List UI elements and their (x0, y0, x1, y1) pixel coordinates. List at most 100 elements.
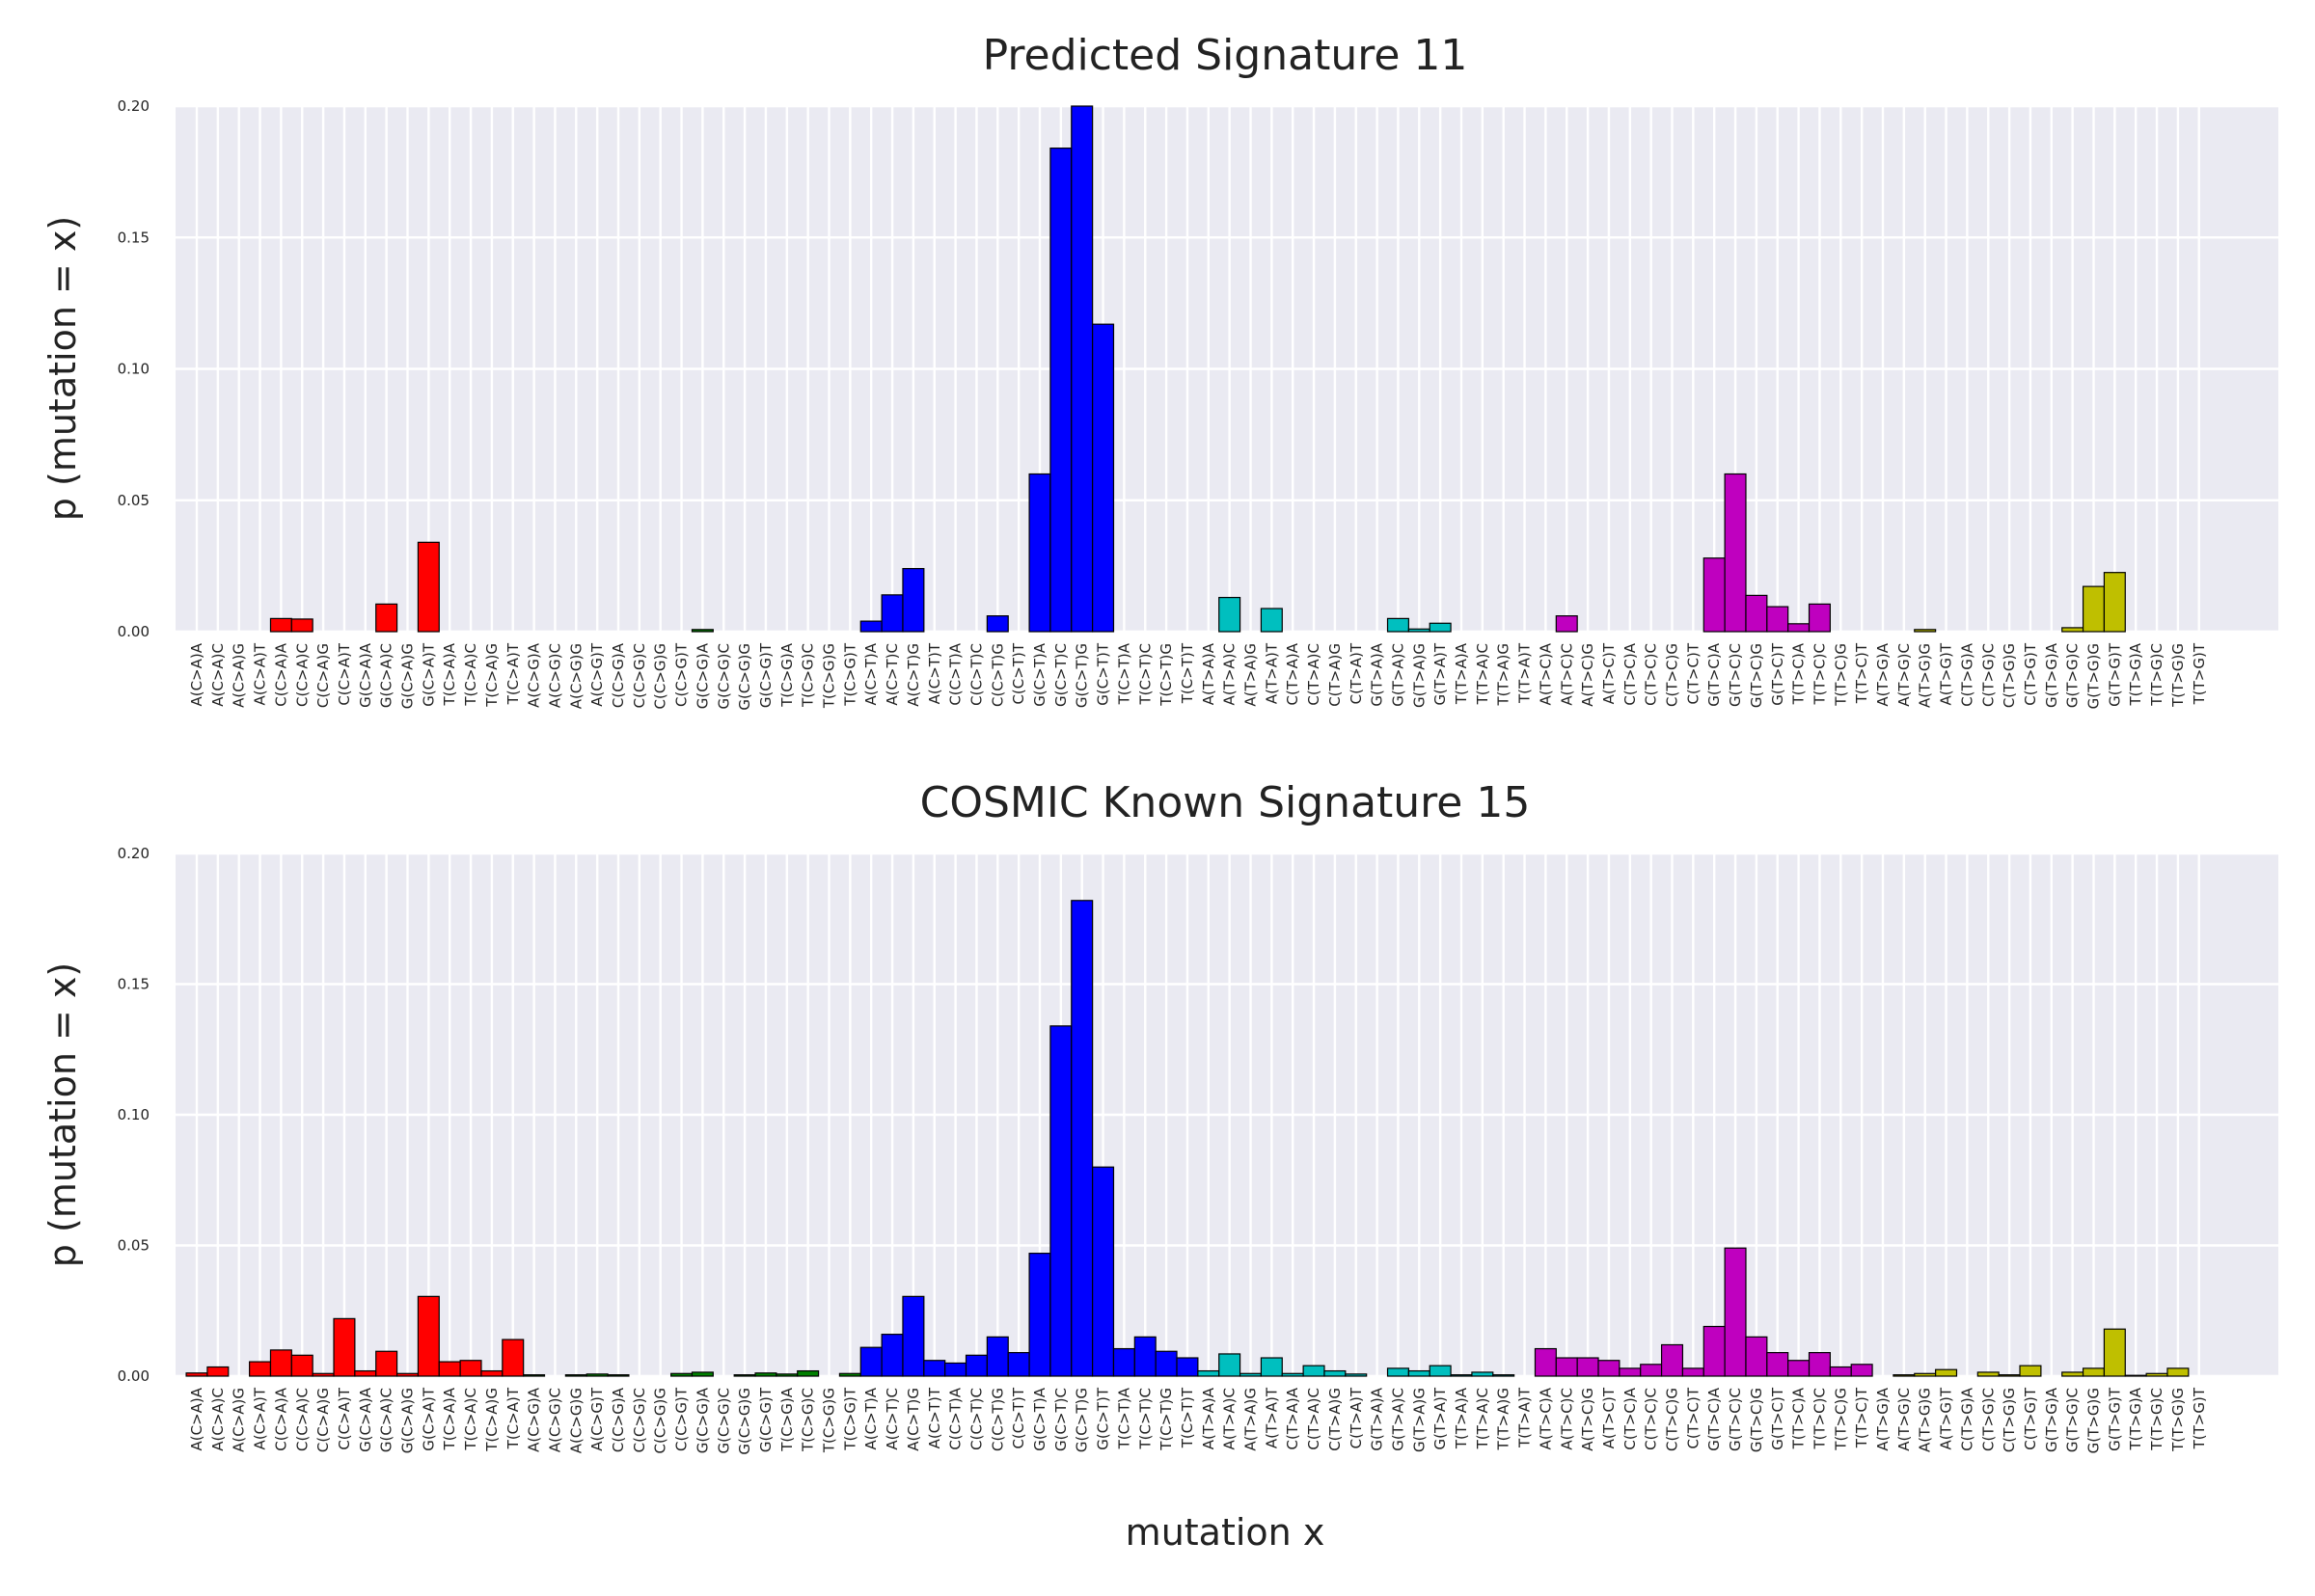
bar-T(C>A)C (459, 1360, 482, 1377)
x-tick-label: G(C>G)T (757, 642, 775, 708)
bar-C(C>T)T (1007, 1352, 1030, 1377)
x-tick-label: G(T>G)A (2043, 1387, 2060, 1452)
bar-A(C>T)A (859, 620, 883, 633)
bar-C(T>G)C (1976, 1371, 2000, 1377)
x-tick-label: A(C>G)A (526, 1387, 543, 1452)
x-tick-label: G(C>G)G (736, 643, 753, 711)
bar-A(T>A)A (1197, 1369, 1220, 1377)
x-tick-label: G(C>T)G (1074, 643, 1091, 708)
x-tick-label: A(C>G)G (567, 643, 585, 709)
x-tick-label: G(T>A)C (1389, 643, 1406, 707)
bar-T(T>C)A (1787, 623, 1811, 633)
bar-T(T>A)C (1471, 1371, 1494, 1377)
x-tick-label: T(T>C)C (1811, 1388, 1828, 1450)
x-tick-label: C(T>A)C (1305, 643, 1322, 706)
bar-G(C>A)C (375, 603, 398, 633)
bar-C(C>T)G (986, 615, 1009, 633)
x-tick-label: T(C>A)C (462, 643, 479, 707)
x-tick-label: G(T>A)T (1431, 1387, 1449, 1449)
x-tick-label: G(C>T)A (1031, 642, 1049, 707)
bar-T(C>A)T (502, 1339, 525, 1377)
bar-A(T>C)C (1555, 1357, 1578, 1377)
x-tick-label: A(T>A)C (1221, 1388, 1239, 1449)
x-tick-label: G(C>A)T (420, 642, 437, 707)
x-tick-label: T(C>T)C (1136, 1388, 1154, 1450)
bar-T(T>A)A (1450, 1374, 1473, 1377)
x-tick-label: G(C>A)T (420, 1387, 437, 1451)
x-tick-label: C(T>A)A (1284, 642, 1301, 705)
x-tick-label: A(C>A)G (231, 643, 248, 708)
bar-T(T>C)G (1829, 1366, 1852, 1377)
x-tick-label: G(T>G)G (2085, 1388, 2103, 1453)
x-tick-label: G(T>A)T (1431, 642, 1449, 705)
x-tick-label: C(T>G)A (1958, 1387, 1975, 1451)
x-tick-label: C(T>G)T (2022, 642, 2039, 706)
x-tick-label: C(C>G)G (652, 1388, 669, 1453)
bar-A(C>A)C (206, 1366, 230, 1377)
bar-C(C>G)T (670, 1372, 694, 1377)
x-tick-label: T(C>G)G (821, 1388, 838, 1453)
bar-T(C>A)G (480, 1369, 504, 1377)
bar-C(C>A)A (269, 1349, 292, 1377)
x-tick-label: C(T>C)G (1664, 643, 1681, 707)
bar-G(C>T)T (1092, 1166, 1115, 1377)
x-tick-label: C(T>G)G (2001, 643, 2018, 708)
x-tick-label: T(T>G)A (2127, 642, 2144, 706)
x-tick-label: T(T>C)C (1811, 643, 1828, 706)
bar-T(T>G)A (2124, 1374, 2147, 1377)
bar-C(T>C)G (1660, 1343, 1684, 1377)
bar-T(T>C)C (1808, 1352, 1831, 1377)
x-tick-label: T(C>T)G (1158, 643, 1175, 707)
bar-G(C>A)T (417, 541, 440, 633)
bar-T(T>G)G (2166, 1367, 2190, 1377)
x-tick-label: A(T>G)G (1917, 643, 1934, 708)
bar-G(T>G)T (2103, 1328, 2126, 1377)
x-tick-label: T(C>T)A (1115, 1387, 1132, 1449)
x-tick-label: G(T>C)T (1769, 1387, 1786, 1450)
bar-G(C>T)G (1071, 900, 1094, 1377)
bar-A(C>A)A (185, 1372, 208, 1377)
x-tick-label: G(T>C)A (1705, 1387, 1723, 1451)
x-tick-label: G(T>G)T (2106, 1387, 2123, 1451)
bar-C(T>A)C (1302, 1365, 1325, 1377)
x-tick-label: G(T>A)A (1369, 1387, 1386, 1450)
x-tick-label: A(C>G)T (588, 1387, 606, 1451)
bar-C(C>T)C (965, 1354, 988, 1377)
x-tick-label: G(T>G)T (2106, 642, 2123, 707)
x-tick-label: C(T>C)A (1621, 1387, 1639, 1449)
x-tick-label: A(C>G)A (526, 642, 543, 708)
y-tick-label: 0.20 (118, 97, 150, 115)
bar-G(T>C)C (1724, 473, 1747, 633)
x-tick-label: C(T>G)C (1979, 643, 1997, 707)
bar-A(T>G)G (1914, 629, 1937, 633)
x-tick-label: A(C>A)C (209, 1388, 227, 1451)
bar-A(C>G)T (586, 1373, 609, 1377)
x-tick-label: T(T>G)A (2127, 1387, 2144, 1450)
y-tick-label: 0.10 (118, 361, 150, 378)
bar-T(C>G)C (797, 1369, 820, 1377)
x-tick-label: G(C>T)T (1095, 642, 1112, 706)
x-tick-label: G(C>T)C (1052, 643, 1070, 707)
bar-G(C>T)A (1028, 1253, 1051, 1377)
bar-A(T>G)G (1914, 1372, 1937, 1377)
x-tick-label: T(T>A)A (1453, 642, 1470, 705)
x-tick-label: C(T>C)C (1643, 643, 1660, 706)
bar-A(T>G)T (1935, 1368, 1958, 1377)
x-tick-label: G(T>C)A (1705, 642, 1723, 707)
bar-G(T>G)G (2082, 1367, 2106, 1377)
bar-T(C>G)A (776, 1373, 799, 1377)
bar-G(T>C)T (1766, 606, 1789, 633)
y-tick-label: 0.20 (118, 845, 150, 862)
x-tick-label: C(C>T)T (1010, 642, 1027, 704)
x-tick-label: G(C>G)C (715, 1388, 732, 1453)
x-tick-label: T(T>G)C (2148, 643, 2165, 707)
bar-G(C>T)G (1071, 105, 1094, 633)
x-tick-label: A(C>A)C (209, 643, 227, 707)
x-tick-label: T(T>G)T (2191, 642, 2208, 705)
bar-G(T>G)C (2061, 627, 2084, 633)
bar-G(C>A)A (354, 1369, 377, 1377)
chart-panel-predicted: 0.000.050.100.150.20A(C>A)A A(C>A)C A(C>A)… (41, 31, 2278, 711)
bar-G(T>A)T (1429, 1365, 1452, 1377)
bar-C(C>A)C (290, 618, 313, 633)
x-tick-label: A(T>A)T (1263, 642, 1280, 704)
